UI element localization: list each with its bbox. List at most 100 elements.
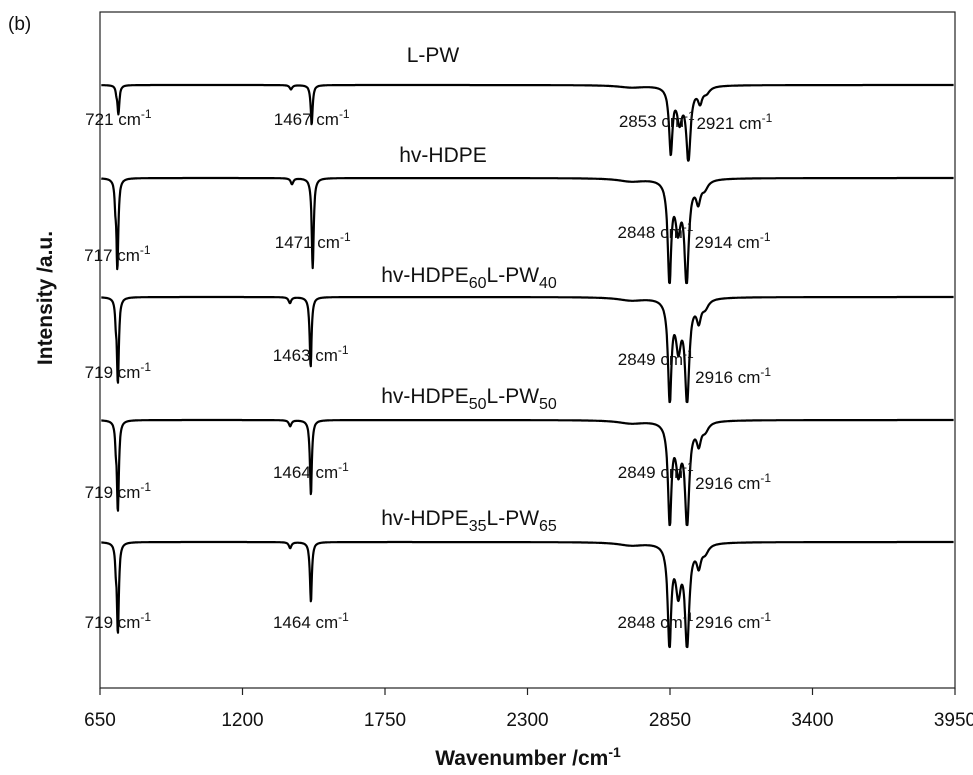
peak-label: 2853 cm-1 — [619, 109, 695, 131]
x-tick-label: 650 — [84, 710, 116, 731]
peak-label-text: 719 cm — [85, 613, 141, 632]
peak-label-sup: -1 — [760, 365, 771, 379]
peak-label-text: 719 cm — [85, 483, 141, 502]
peak-label-text: 1463 cm — [273, 346, 338, 365]
series-title-subscript: 35 — [469, 518, 487, 535]
peak-label-sup: -1 — [140, 610, 151, 624]
peak-label-text: 1464 cm — [273, 613, 338, 632]
peak-label: 719 cm-1 — [85, 360, 152, 382]
peak-label-text: 2916 cm — [695, 474, 760, 493]
series-title: hv-HDPE — [399, 144, 487, 167]
peak-label: 2916 cm-1 — [695, 610, 771, 632]
peak-label-text: 2921 cm — [696, 114, 761, 133]
peak-label: 2849 cm-1 — [618, 347, 694, 369]
x-axis: 650 1200 1750 2300 2850 3400 3950 — [84, 688, 973, 731]
series-title-part: hv-HDPE — [399, 144, 487, 167]
peak-label-text: 2916 cm — [695, 368, 760, 387]
peak-label: 1463 cm-1 — [273, 343, 349, 365]
x-tick-label: 2850 — [649, 710, 691, 731]
x-tick-label: 3400 — [791, 710, 833, 731]
peak-label-text: 2849 cm — [618, 463, 683, 482]
series-title-part: hv-HDPE — [381, 264, 469, 287]
peak-label-sup: -1 — [339, 107, 350, 121]
peak-label-sup: -1 — [338, 610, 349, 624]
peak-label-sup: -1 — [684, 109, 695, 123]
peak-label-text: 1464 cm — [273, 463, 338, 482]
peak-label: 2914 cm-1 — [695, 230, 771, 252]
y-axis-title: Intensity /a.u. — [34, 231, 57, 365]
spectrum-trace — [100, 418, 955, 527]
peak-label-text: 2914 cm — [695, 233, 760, 252]
x-tick-label: 3950 — [934, 710, 973, 731]
peak-label: 2848 cm-1 — [618, 610, 694, 632]
peak-label: 2921 cm-1 — [696, 111, 772, 133]
peak-label: 2916 cm-1 — [695, 365, 771, 387]
peak-label-sup: -1 — [141, 107, 152, 121]
peak-label: 721 cm-1 — [85, 107, 152, 129]
peak-label-sup: -1 — [140, 243, 151, 257]
peak-label-text: 717 cm — [84, 246, 140, 265]
series-title: hv-HDPE60L-PW40 — [381, 264, 557, 292]
peak-label-sup: -1 — [683, 610, 694, 624]
peak-label-sup: -1 — [140, 480, 151, 494]
series-title: hv-HDPE35L-PW65 — [381, 507, 557, 535]
series-title-part: hv-HDPE — [381, 507, 469, 530]
peak-label-sup: -1 — [338, 460, 349, 474]
peak-label: 717 cm-1 — [84, 243, 151, 265]
peak-label-text: 1467 cm — [274, 110, 339, 129]
series-title: L-PW — [407, 44, 460, 67]
peak-label: 1471 cm-1 — [275, 230, 351, 252]
x-axis-title: Wavenumber /cm-1 — [435, 744, 621, 770]
peak-label: 1464 cm-1 — [273, 460, 349, 482]
peak-label-text: 2853 cm — [619, 112, 684, 131]
series-title-part: L-PW — [487, 385, 540, 408]
series-title-subscript: 60 — [469, 275, 487, 292]
peak-label-text: 2916 cm — [695, 613, 760, 632]
peak-label: 719 cm-1 — [85, 480, 152, 502]
peak-label-sup: -1 — [338, 343, 349, 357]
series-title-part: hv-HDPE — [381, 385, 469, 408]
series-title: hv-HDPE50L-PW50 — [381, 385, 557, 413]
x-tick-label: 2300 — [506, 710, 548, 731]
series-title-subscript: 50 — [539, 396, 557, 413]
peak-label: 1467 cm-1 — [274, 107, 350, 129]
series-title-part: L-PW — [407, 44, 460, 67]
spectrum-trace — [100, 295, 955, 404]
spectrum-trace — [100, 83, 955, 162]
peak-label-text: 2848 cm — [618, 613, 683, 632]
peak-label-sup: -1 — [760, 230, 771, 244]
peak-label-text: 1471 cm — [275, 233, 340, 252]
series-title-subscript: 50 — [469, 396, 487, 413]
peak-label-sup: -1 — [762, 111, 773, 125]
series-title-subscript: 65 — [539, 518, 557, 535]
series-title-part: L-PW — [487, 264, 540, 287]
peak-label: 1464 cm-1 — [273, 610, 349, 632]
peak-label-text: 721 cm — [85, 110, 141, 129]
peak-label-sup: -1 — [760, 471, 771, 485]
peak-label-sup: -1 — [683, 347, 694, 361]
peak-label-text: 2848 cm — [618, 223, 683, 242]
peak-label-sup: -1 — [340, 230, 351, 244]
series-title-part: L-PW — [487, 507, 540, 530]
x-tick-label: 1750 — [364, 710, 406, 731]
spectrum-trace — [100, 540, 955, 649]
peak-label-sup: -1 — [683, 460, 694, 474]
peak-label-sup: -1 — [140, 360, 151, 374]
peak-label: 719 cm-1 — [85, 610, 152, 632]
peak-label: 2849 cm-1 — [618, 460, 694, 482]
spectrum-trace — [100, 176, 955, 285]
series-titles: L-PWhv-HDPEhv-HDPE60L-PW40hv-HDPE50L-PW5… — [381, 44, 557, 535]
peak-label-text: 2849 cm — [618, 350, 683, 369]
peak-label-sup: -1 — [760, 610, 771, 624]
peak-label-sup: -1 — [683, 220, 694, 234]
x-tick-label: 1200 — [221, 710, 263, 731]
plot-frame — [99, 11, 956, 689]
peak-label-text: 719 cm — [85, 363, 141, 382]
x-axis-title-sup: -1 — [608, 744, 621, 760]
peak-label: 2848 cm-1 — [618, 220, 694, 242]
peak-label: 2916 cm-1 — [695, 471, 771, 493]
series-title-subscript: 40 — [539, 275, 557, 292]
spectra-traces — [100, 83, 955, 649]
